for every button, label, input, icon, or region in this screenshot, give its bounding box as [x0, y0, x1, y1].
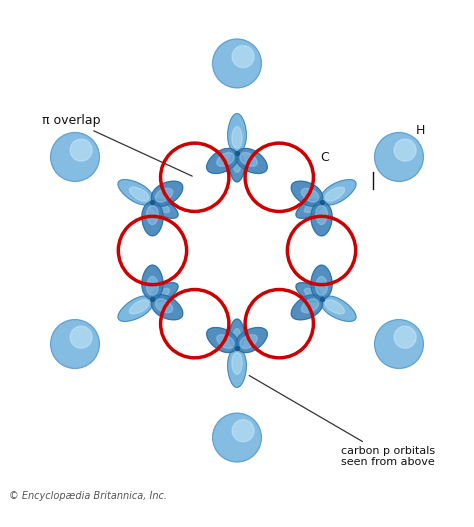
- Polygon shape: [304, 202, 319, 212]
- Circle shape: [232, 46, 254, 67]
- Polygon shape: [316, 206, 328, 225]
- Circle shape: [213, 39, 261, 88]
- Polygon shape: [155, 188, 173, 202]
- Circle shape: [51, 133, 100, 181]
- Polygon shape: [232, 126, 242, 148]
- Text: carbon p orbitals
seen from above: carbon p orbitals seen from above: [249, 376, 435, 467]
- Polygon shape: [129, 300, 149, 314]
- Polygon shape: [228, 114, 246, 153]
- Text: π overlap: π overlap: [42, 114, 192, 176]
- Polygon shape: [229, 153, 245, 182]
- Polygon shape: [146, 206, 158, 225]
- Polygon shape: [129, 187, 149, 201]
- Polygon shape: [118, 296, 153, 321]
- Polygon shape: [296, 199, 322, 218]
- Polygon shape: [152, 199, 178, 218]
- Polygon shape: [155, 202, 170, 212]
- Text: C: C: [320, 151, 329, 164]
- Polygon shape: [321, 296, 356, 321]
- Polygon shape: [233, 329, 241, 345]
- Polygon shape: [155, 288, 170, 299]
- Polygon shape: [228, 348, 246, 387]
- Polygon shape: [118, 180, 153, 205]
- Polygon shape: [311, 265, 332, 299]
- Polygon shape: [240, 152, 257, 166]
- Polygon shape: [152, 282, 178, 302]
- Circle shape: [232, 419, 254, 442]
- Polygon shape: [316, 276, 328, 295]
- Polygon shape: [236, 328, 267, 353]
- Polygon shape: [291, 295, 323, 320]
- Polygon shape: [291, 181, 323, 206]
- Polygon shape: [325, 300, 345, 314]
- Polygon shape: [240, 335, 257, 348]
- Polygon shape: [146, 276, 158, 295]
- Circle shape: [70, 139, 92, 161]
- Circle shape: [394, 139, 416, 161]
- Polygon shape: [217, 152, 234, 166]
- Circle shape: [374, 319, 423, 368]
- Circle shape: [70, 326, 92, 348]
- Polygon shape: [151, 181, 183, 206]
- Polygon shape: [236, 149, 267, 173]
- Polygon shape: [296, 282, 322, 302]
- Polygon shape: [142, 202, 163, 236]
- Polygon shape: [229, 319, 245, 348]
- Polygon shape: [301, 188, 319, 202]
- Circle shape: [394, 326, 416, 348]
- Polygon shape: [151, 295, 183, 320]
- Text: H: H: [415, 124, 425, 138]
- Circle shape: [213, 413, 261, 462]
- Circle shape: [374, 133, 423, 181]
- Polygon shape: [301, 299, 319, 313]
- Polygon shape: [142, 265, 163, 299]
- Text: © Encyclopædia Britannica, Inc.: © Encyclopædia Britannica, Inc.: [9, 491, 167, 501]
- Polygon shape: [321, 180, 356, 205]
- Polygon shape: [233, 157, 241, 172]
- Polygon shape: [217, 335, 234, 348]
- Polygon shape: [207, 149, 238, 173]
- Polygon shape: [304, 288, 319, 299]
- Polygon shape: [311, 202, 332, 236]
- Circle shape: [51, 319, 100, 368]
- Polygon shape: [232, 353, 242, 374]
- Polygon shape: [155, 299, 173, 313]
- Polygon shape: [207, 328, 238, 353]
- Polygon shape: [325, 187, 345, 201]
